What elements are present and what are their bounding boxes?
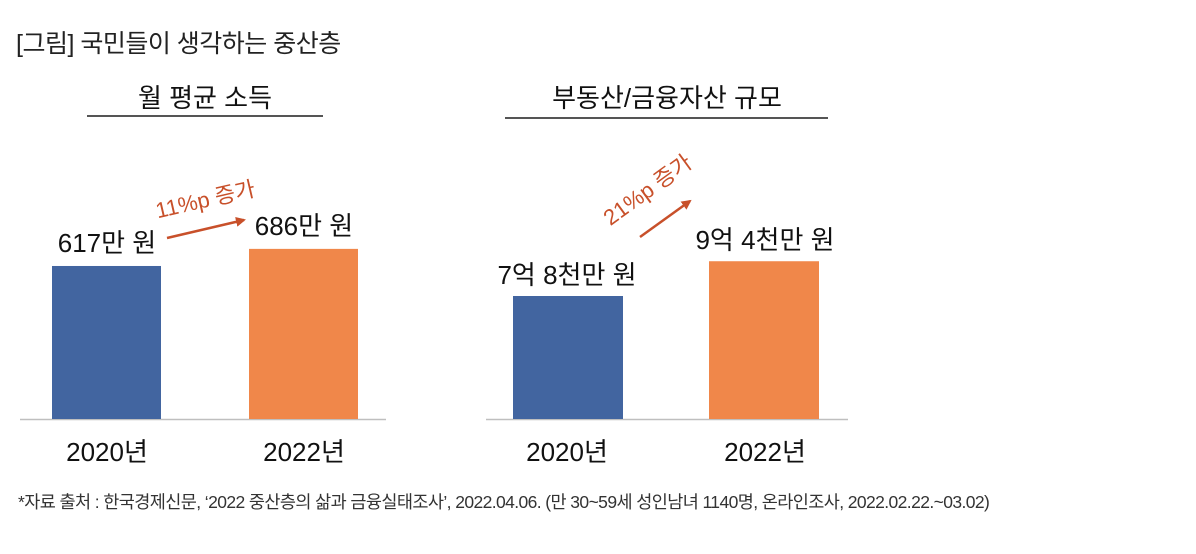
figure-title: [그림] 국민들이 생각하는 중산층: [16, 30, 341, 58]
increase-arrow: [166, 216, 246, 240]
value-label: 9억 4천만 원: [695, 225, 834, 255]
increase-arrow: [639, 199, 692, 239]
x-tick-label: 2020년: [526, 437, 608, 467]
chart-title-assets: 부동산/금융자산 규모: [552, 83, 782, 113]
income-chart: 617만 원 2020년 686만 원 2022년 11%p 증가: [20, 176, 386, 467]
source-footnote: *자료 출처 : 한국경제신문, ‘2022 중산층의 삶과 금융실태조사’, …: [18, 492, 990, 512]
x-tick-label: 2020년: [66, 437, 148, 467]
chart-title-assets-rule: [505, 117, 828, 119]
bar-2022: [249, 248, 358, 419]
x-tick-label: 2022년: [263, 437, 345, 467]
increase-annotation: 11%p 증가: [153, 176, 257, 223]
chart-title-income-rule: [87, 115, 323, 117]
value-label: 617만 원: [58, 228, 156, 258]
chart-title-income: 월 평균 소득: [137, 83, 273, 113]
bar-2022: [709, 261, 819, 419]
bar-2020: [52, 265, 161, 419]
bar-2020: [513, 296, 623, 419]
x-tick-label: 2022년: [724, 437, 806, 467]
value-label: 7억 8천만 원: [497, 260, 636, 290]
increase-annotation: 21%p 증가: [599, 150, 697, 231]
assets-chart: 7억 8천만 원 2020년 9억 4천만 원 2022년 21%p 증가: [486, 150, 848, 467]
value-label: 686만 원: [255, 211, 353, 241]
charts-canvas: 617만 원 2020년 686만 원 2022년 11%p 증가 7억 8천만 원 20…: [20, 150, 848, 467]
